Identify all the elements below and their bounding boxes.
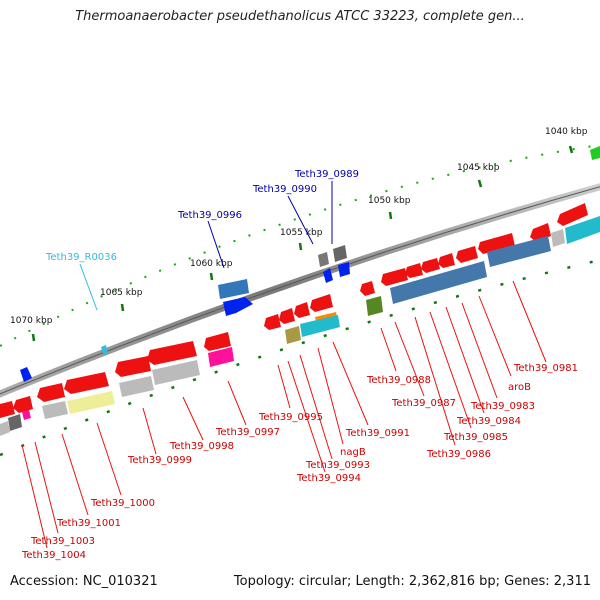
label-teth39-0986: Teth39_0986 <box>426 449 491 460</box>
gene-nagB[interactable] <box>294 302 310 318</box>
topology-label: Topology: circular; Length: 2,362,816 bp… <box>233 574 591 589</box>
gene-1000[interactable] <box>64 372 109 394</box>
label-teth39-0993: Teth39_0993 <box>305 460 370 471</box>
gene-0998-grey[interactable] <box>152 360 200 385</box>
rna-label-leader <box>79 263 98 311</box>
gene-1004-grey[interactable] <box>0 421 10 436</box>
scale-major-ticks <box>31 145 574 342</box>
scale-labels: 1040 kbp 1045 kbp 1050 kbp 1055 kbp 1060… <box>10 127 588 326</box>
label-teth39-0981: Teth39_0981 <box>513 363 578 374</box>
gene-0987[interactable] <box>405 263 423 278</box>
label-teth39-0985: Teth39_0985 <box>443 432 508 443</box>
scale-label-1065: 1065 kbp <box>100 288 143 298</box>
gene-0989[interactable] <box>333 245 347 262</box>
gene-aroB-blue[interactable] <box>487 236 551 267</box>
scale-label-1050: 1050 kbp <box>368 196 411 206</box>
label-aroB: aroB <box>508 382 531 393</box>
gene-1040-green[interactable] <box>590 146 600 160</box>
gene-0988b[interactable] <box>360 281 375 296</box>
label-teth39-0997: Teth39_0997 <box>215 427 280 438</box>
gene-0983[interactable] <box>478 233 515 254</box>
label-teth39-0984: Teth39_0984 <box>456 416 521 427</box>
label-teth39-1001: Teth39_1001 <box>56 518 121 529</box>
label-teth39-1004: Teth39_1004 <box>21 550 86 561</box>
gene-1003-grey[interactable] <box>8 414 22 431</box>
gene-0994[interactable] <box>264 314 281 330</box>
gene-0981-grey[interactable] <box>551 229 565 247</box>
gene-0986[interactable] <box>421 258 440 273</box>
label-teth39-0996: Teth39_0996 <box>177 210 242 221</box>
label-teth39-0989: Teth39_0989 <box>294 169 359 180</box>
scale-label-1055: 1055 kbp <box>280 228 323 238</box>
gene-0999-grey[interactable] <box>119 376 154 397</box>
gene-0985[interactable] <box>438 253 455 268</box>
gene-0984-blue[interactable] <box>390 261 487 304</box>
label-teth39-0999: Teth39_0999 <box>127 455 192 466</box>
gene-1003-magenta[interactable] <box>22 410 31 420</box>
gene-0993[interactable] <box>279 308 295 324</box>
gene-0990-arrow[interactable] <box>323 268 333 283</box>
scale-label-1045: 1045 kbp <box>457 163 500 173</box>
gene-0991[interactable] <box>310 294 333 312</box>
label-teth39-0987: Teth39_0987 <box>391 398 456 409</box>
gene-1004[interactable] <box>0 401 15 418</box>
label-teth39-0998: Teth39_0998 <box>169 441 234 452</box>
label-teth39-0988: Teth39_0988 <box>366 375 431 386</box>
label-teth39-r0036: Teth39_R0036 <box>45 252 117 263</box>
bottom-label-leaders <box>21 280 547 549</box>
label-teth39-0994: Teth39_0994 <box>296 473 361 484</box>
forward-strand-genes[interactable] <box>20 146 600 382</box>
gene-0989-arrow[interactable] <box>338 262 350 277</box>
gene-0984[interactable] <box>456 246 478 263</box>
gene-0981-teal[interactable] <box>565 216 600 244</box>
gene-0999[interactable] <box>115 356 151 377</box>
gene-0995-olive[interactable] <box>285 326 301 344</box>
gene-0997-magenta[interactable] <box>208 347 234 367</box>
scale-label-1060: 1060 kbp <box>190 259 233 269</box>
label-teth39-0990: Teth39_0990 <box>252 184 317 195</box>
scale-label-1070: 1070 kbp <box>10 316 53 326</box>
label-teth39-1003: Teth39_1003 <box>30 536 95 547</box>
gene-0988[interactable] <box>381 268 408 286</box>
gene-0991-teal[interactable] <box>300 315 340 337</box>
map-title: Thermoanaerobacter pseudethanolicus ATCC… <box>75 9 525 24</box>
gene-0981[interactable] <box>557 203 588 226</box>
label-nagB: nagB <box>340 447 366 458</box>
gene-1003[interactable] <box>13 396 33 413</box>
label-teth39-0995: Teth39_0995 <box>258 412 323 423</box>
gene-0988-olive[interactable] <box>366 296 383 316</box>
label-teth39-0991: Teth39_0991 <box>345 428 410 439</box>
gene-0990[interactable] <box>318 252 329 267</box>
gene-left-blue[interactable] <box>20 367 32 382</box>
gene-1000-yellow[interactable] <box>67 391 115 414</box>
gene-0996[interactable] <box>218 279 249 299</box>
accession-label: Accession: NC_010321 <box>10 574 158 589</box>
label-teth39-0983: Teth39_0983 <box>470 401 535 412</box>
scale-label-1040: 1040 kbp <box>545 127 588 137</box>
top-gene-labels: Teth39_0989 Teth39_0990 Teth39_0996 <box>177 169 359 221</box>
bottom-gene-labels: Teth39_0981 aroB Teth39_0983 Teth39_0984… <box>21 363 578 561</box>
gene-0997[interactable] <box>204 332 231 351</box>
top-label-leaders <box>207 181 333 269</box>
gene-0998[interactable] <box>147 341 197 365</box>
rna-R0036[interactable] <box>101 345 108 356</box>
label-teth39-1000: Teth39_1000 <box>90 498 155 509</box>
gene-0996-arrow[interactable] <box>223 297 253 316</box>
gene-1001-grey[interactable] <box>42 401 68 419</box>
gene-1001[interactable] <box>37 383 65 402</box>
reverse-strand-genes[interactable] <box>0 203 600 436</box>
